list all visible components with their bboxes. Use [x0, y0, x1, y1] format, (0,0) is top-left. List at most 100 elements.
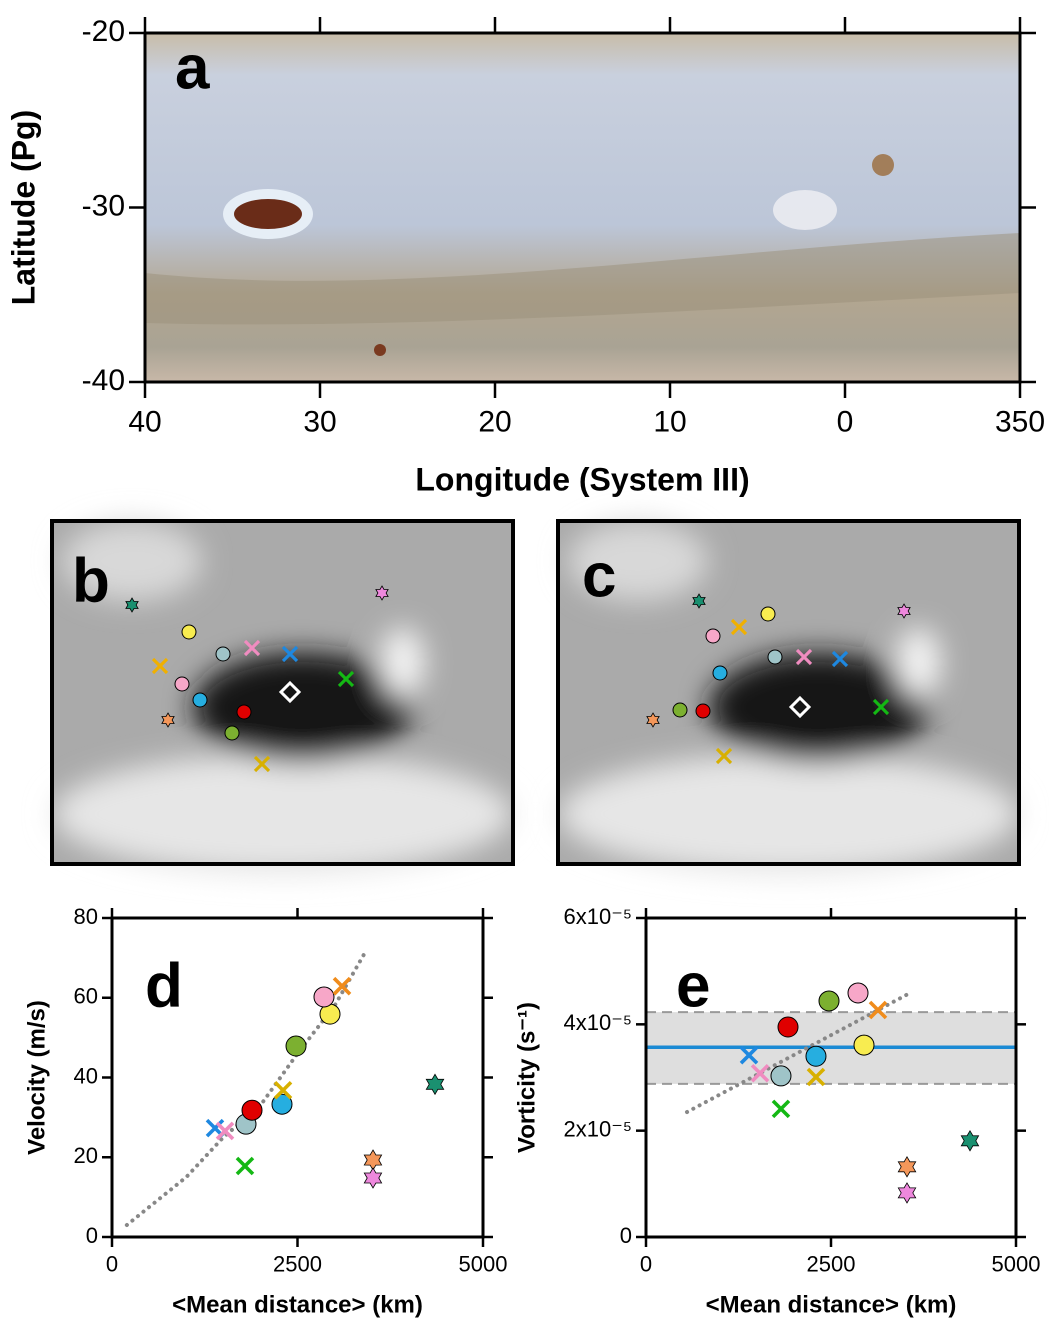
panel-label: e [676, 951, 710, 1020]
panel-label: b [72, 546, 110, 615]
marker-cross [730, 618, 748, 636]
marker-circle [313, 986, 335, 1008]
marker-star [125, 597, 139, 613]
marker-cross [771, 1099, 791, 1119]
marker-star [897, 1156, 917, 1178]
y-tick-label: -20 [82, 15, 125, 48]
spot [374, 344, 386, 356]
marker-circle [174, 676, 190, 692]
x-tick-label: 20 [478, 405, 511, 438]
marker-circle [192, 692, 208, 708]
marker-circle [271, 1093, 293, 1115]
marker-circle [181, 624, 197, 640]
x-tick-label: 5000 [459, 1252, 508, 1277]
marker-circle [236, 704, 252, 720]
x-tick-label: 2500 [273, 1252, 322, 1277]
y-tick-label: 0 [86, 1223, 98, 1248]
y-axis-label: Velocity (m/s) [23, 1000, 50, 1155]
frame [644, 916, 1018, 1239]
marker-cross [281, 645, 299, 663]
spot [872, 154, 894, 176]
marker-diamond [278, 680, 302, 704]
panel-label: a [175, 33, 210, 102]
marker-circle [215, 646, 231, 662]
marker-diamond [788, 695, 812, 719]
x-tick-label: 0 [106, 1252, 118, 1277]
marker-circle [285, 1035, 307, 1057]
dark-vortex [192, 652, 413, 763]
marker-star [425, 1073, 445, 1096]
marker-circle [672, 702, 688, 718]
bright-spot [380, 627, 425, 698]
marker-cross [215, 1121, 235, 1141]
marker-circle [777, 1016, 799, 1038]
marker-circle [760, 606, 776, 622]
texture [558, 521, 1019, 874]
marker-star [646, 712, 660, 728]
y-axis-label: Vorticity (s⁻¹) [513, 1002, 540, 1153]
y-tick-label: 0 [620, 1223, 632, 1248]
x-tick-label: 2500 [807, 1252, 856, 1277]
marker-cross [243, 639, 261, 657]
texture [52, 521, 513, 874]
marker-circle [847, 982, 869, 1004]
light-patch [568, 521, 708, 601]
x-tick-label: 0 [640, 1252, 652, 1277]
marker-circle [695, 703, 711, 719]
marker-star [363, 1167, 383, 1189]
marker-cross [337, 670, 355, 688]
frame [110, 916, 485, 1239]
x-tick-label: 30 [303, 405, 336, 438]
marker-cross [872, 698, 890, 716]
marker-circle [805, 1045, 827, 1067]
panel-label: c [582, 541, 616, 610]
marker-cross [715, 747, 733, 765]
x-tick-label: 5000 [992, 1252, 1041, 1277]
marker-circle [224, 725, 240, 741]
x-axis-label: Longitude (System III) [415, 461, 749, 497]
marker-cross [795, 648, 813, 666]
marker-star [363, 1149, 383, 1171]
marker-circle [853, 1034, 875, 1056]
y-tick-label: -40 [82, 364, 125, 397]
y-tick-label: 6x10⁻⁵ [564, 904, 632, 929]
marker-cross [332, 976, 352, 996]
storm [773, 190, 837, 230]
marker-cross [868, 1000, 888, 1020]
marker-cross [750, 1063, 770, 1083]
y-tick-label: 60 [74, 984, 98, 1009]
x-axis-label: <Mean distance> (km) [172, 1291, 423, 1318]
frame [556, 519, 1021, 866]
marker-circle [241, 1099, 263, 1121]
marker-cross [806, 1067, 826, 1087]
marker-circle [712, 665, 728, 681]
y-tick-label: 20 [74, 1143, 98, 1168]
light-region [558, 754, 1019, 874]
panel-label: d [145, 951, 183, 1020]
marker-circle [818, 990, 840, 1012]
x-tick-label: 40 [128, 405, 161, 438]
marker-star [692, 593, 706, 609]
marker-cross [151, 657, 169, 675]
x-tick-label: 0 [837, 405, 854, 438]
y-tick-label: 2x10⁻⁵ [564, 1116, 632, 1141]
light-patch [62, 521, 202, 601]
frame [50, 519, 515, 866]
marker-star [161, 712, 175, 728]
y-tick-label: -30 [82, 189, 125, 222]
y-axis-label: Latitude (Pg) [5, 110, 41, 306]
x-tick-label: 10 [653, 405, 686, 438]
marker-star [897, 1182, 917, 1204]
marker-cross [831, 650, 849, 668]
x-tick-label: 350 [995, 405, 1045, 438]
light-region [52, 754, 513, 874]
marker-cross [273, 1080, 293, 1100]
marker-star [897, 603, 911, 619]
x-axis-label: <Mean distance> (km) [706, 1291, 957, 1318]
cloud-band [145, 233, 1020, 325]
bright-spot [896, 627, 941, 698]
marker-cross [235, 1156, 255, 1176]
oval-vortex [234, 199, 302, 229]
marker-circle [767, 649, 783, 665]
